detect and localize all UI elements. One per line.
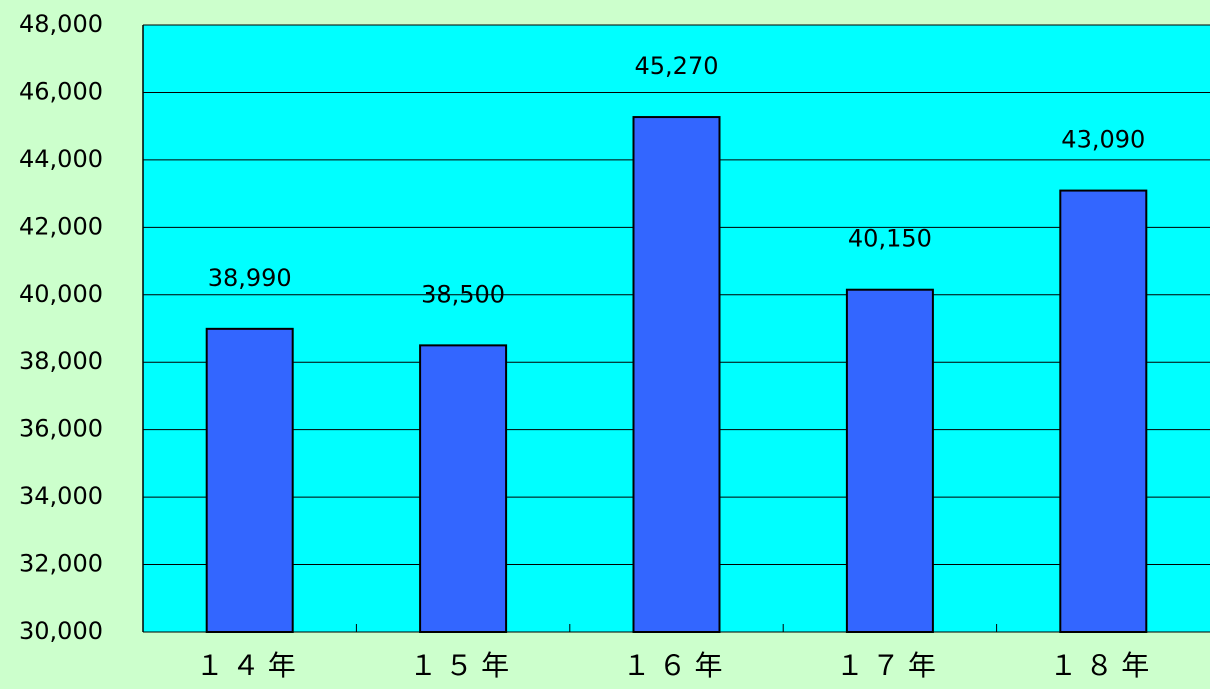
y-tick-label: 34,000 [19,482,103,510]
x-tick-label: １４年 [196,649,304,682]
y-tick-label: 46,000 [19,77,103,105]
x-tick-label: １５年 [409,649,517,682]
y-tick-label: 30,000 [19,617,103,645]
x-tick-label: １７年 [836,649,944,682]
value-label: 43,090 [1061,126,1145,154]
y-tick-label: 40,000 [19,280,103,308]
bar [845,288,934,633]
x-tick-label: １６年 [622,649,730,682]
bar [419,344,508,633]
y-tick-label: 36,000 [19,415,103,443]
y-tick-label: 42,000 [19,212,103,240]
y-tick-label: 44,000 [19,145,103,173]
value-label: 38,500 [421,280,505,308]
value-label: 38,990 [208,264,292,292]
y-tick-label: 32,000 [19,550,103,578]
value-label: 45,270 [635,52,719,80]
bar [632,116,721,634]
y-tick-label: 38,000 [19,347,103,375]
bar [1059,189,1148,633]
value-label: 40,150 [848,225,932,253]
bar [205,327,294,633]
y-tick-label: 48,000 [19,10,103,38]
x-tick-label: １８年 [1049,649,1157,682]
